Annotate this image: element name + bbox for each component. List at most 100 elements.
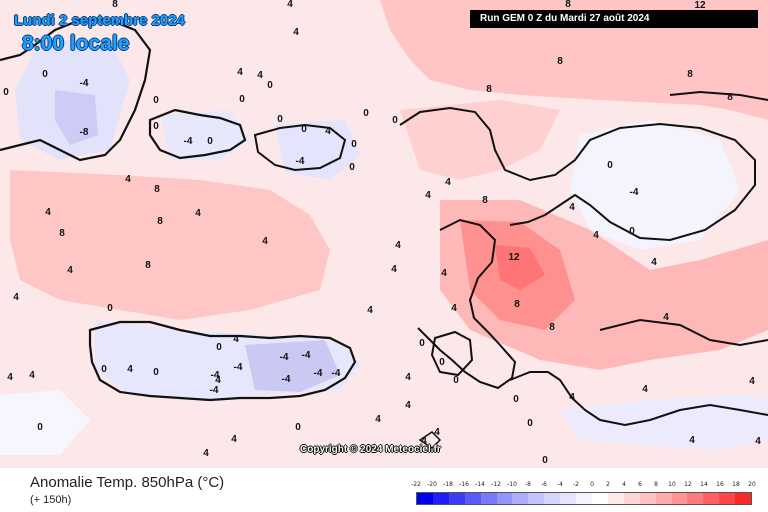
legend-tick-label: 8	[654, 481, 658, 488]
contour-label: 0	[349, 162, 355, 173]
legend-color-swatch	[735, 493, 752, 504]
contour-label: 0	[419, 338, 425, 349]
contour-label: 4	[593, 230, 599, 241]
contour-label: 0	[527, 418, 533, 429]
contour-label: 0	[301, 124, 307, 135]
contour-label: 4	[395, 240, 401, 251]
legend-color-swatch	[719, 493, 736, 504]
legend-tick-label: 18	[732, 481, 740, 488]
contour-label: 4	[434, 427, 440, 438]
anomaly-zone-atlantic	[10, 170, 330, 320]
legend-color-swatch	[496, 493, 513, 504]
contour-label: 4	[257, 70, 263, 81]
contour-label: -4	[184, 136, 193, 147]
contour-label: 8	[486, 84, 492, 95]
contour-label: 4	[405, 400, 411, 411]
contour-label: 4	[425, 190, 431, 201]
contour-label: 4	[287, 0, 293, 10]
contour-label: -4	[332, 368, 341, 379]
coastline-arctic-russia	[669, 90, 768, 101]
contour-label: 4	[405, 372, 411, 383]
contour-label: 8	[565, 0, 571, 10]
legend-tick-label: 6	[638, 481, 642, 488]
legend-color-swatch	[655, 493, 672, 504]
contour-label: 4	[203, 448, 209, 459]
contour-label: 0	[277, 114, 283, 125]
contour-label: 8	[549, 322, 555, 333]
anomaly-zone-southwest	[0, 390, 90, 455]
legend-color-swatch	[687, 493, 704, 504]
contour-label: 4	[237, 67, 243, 78]
color-scale-legend: -22 -20 -18 -16 -14 -12 -10 -8 -6 -4 -2 0 2 4 6 8 10 12 14…	[411, 479, 756, 507]
contour-label: 4	[215, 375, 221, 386]
coastline-scandinavia	[399, 106, 756, 242]
contour-label: 4	[45, 207, 51, 218]
anomaly-zone-scandinavia	[400, 100, 560, 180]
legend-tick-label: 2	[606, 481, 610, 488]
contour-label: -4	[210, 385, 219, 396]
coastline-small-island	[418, 431, 442, 449]
contour-label: -8	[80, 127, 89, 138]
legend-tick-label: -8	[525, 481, 531, 488]
coastline-north-africa	[88, 320, 357, 402]
map-footer: Anomalie Temp. 850hPa (°C) (+ 150h) -22-…	[0, 468, 768, 512]
legend-color-swatch	[528, 493, 545, 504]
legend-tick-label: 20	[748, 481, 756, 488]
contour-label: 8	[514, 299, 520, 310]
contour-label: -4	[234, 362, 243, 373]
legend-tick-label: -20	[427, 481, 437, 488]
legend-tick-label: -16	[459, 481, 469, 488]
contour-label: 4	[375, 414, 381, 425]
legend-color-swatch	[671, 493, 688, 504]
contour-label: 4	[421, 436, 427, 447]
legend-color-bar	[416, 492, 752, 505]
contour-label: 0	[107, 303, 113, 314]
contour-label: 4	[127, 364, 133, 375]
legend-tick-label: -12	[491, 481, 501, 488]
contour-label: 0	[37, 422, 43, 433]
contour-label: 0	[153, 95, 159, 106]
legend-tick-label: 14	[700, 481, 708, 488]
legend-color-swatch	[703, 493, 720, 504]
contour-label: 4	[391, 264, 397, 275]
contour-label: 0	[153, 367, 159, 378]
contour-label: -4	[296, 156, 305, 167]
contour-label: 4	[125, 174, 131, 185]
coastline-western-europe	[417, 218, 517, 390]
coastline-black-sea	[599, 318, 768, 347]
model-run-info: Run GEM 0 Z du Mardi 27 août 2024	[470, 10, 758, 28]
legend-color-swatch	[544, 493, 561, 504]
legend-color-swatch	[480, 493, 497, 504]
contour-label: 0	[542, 455, 548, 466]
forecast-time: 8:00 locale	[22, 32, 130, 55]
contour-label: 4	[293, 27, 299, 38]
anomaly-zone-peak	[495, 245, 545, 290]
contour-label: 4	[651, 257, 657, 268]
contour-label: 0	[363, 108, 369, 119]
contour-label: 0	[351, 139, 357, 150]
contour-label: -4	[280, 352, 289, 363]
contour-label: 8	[687, 69, 693, 80]
contour-label: 4	[325, 126, 331, 137]
legend-color-swatch	[464, 493, 481, 504]
contour-label: 4	[642, 384, 648, 395]
contour-label: -4	[630, 187, 639, 198]
legend-tick-label: -2	[573, 481, 579, 488]
contour-label: 12	[508, 252, 520, 263]
contour-label: 8	[154, 184, 160, 195]
coastline-iceland	[148, 108, 247, 160]
contour-label: -4	[80, 78, 89, 89]
contour-label: 0	[513, 394, 519, 405]
legend-color-swatch	[623, 493, 640, 504]
contour-label: 8	[59, 228, 65, 239]
legend-tick-label: -6	[541, 481, 547, 488]
contour-label: 8	[157, 216, 163, 227]
legend-tick-label: -18	[443, 481, 453, 488]
contour-label: 0	[42, 69, 48, 80]
contour-label: 4	[367, 305, 373, 316]
contour-label: 4	[233, 334, 239, 345]
legend-color-swatch	[512, 493, 529, 504]
contour-label: 4	[569, 202, 575, 213]
anomaly-zone-iceland	[160, 110, 250, 160]
